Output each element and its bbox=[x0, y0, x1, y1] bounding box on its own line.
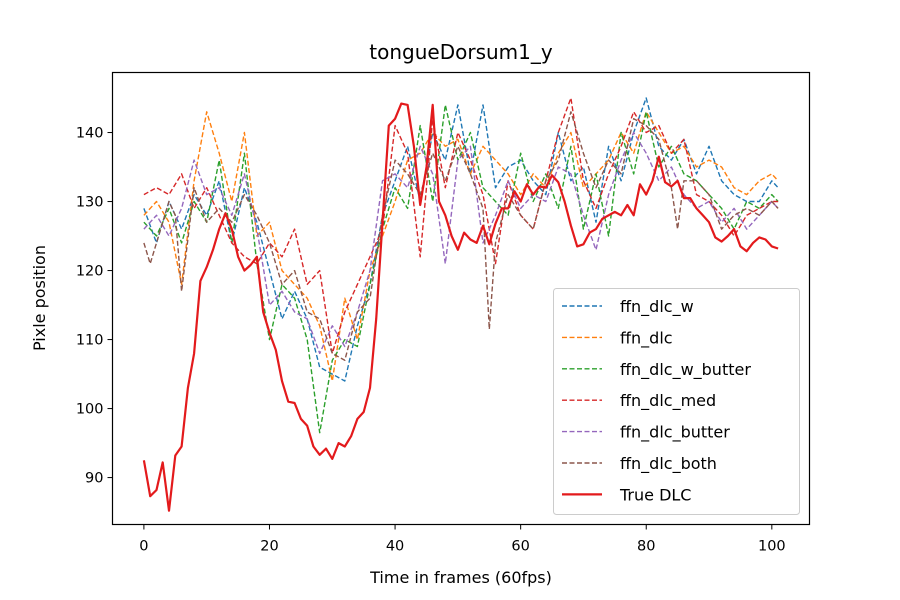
legend-label-4: ffn_dlc_butter bbox=[620, 423, 730, 443]
y-tick-label: 110 bbox=[76, 333, 104, 349]
legend: ffn_dlc_w ffn_dlc ffn_dlc_w_butter ffn_dlc_… bbox=[553, 288, 800, 515]
series-line-2 bbox=[143, 104, 779, 434]
x-tick-label: 100 bbox=[758, 539, 786, 555]
legend-label-3: ffn_dlc_med bbox=[620, 391, 716, 411]
y-tick-label: 140 bbox=[76, 126, 104, 142]
x-tick-label: 60 bbox=[511, 539, 529, 555]
series-line-5 bbox=[143, 111, 779, 361]
x-tick-label: 80 bbox=[637, 539, 655, 555]
y-axis-ticks: 90 100 110 120 130 140 bbox=[76, 126, 113, 487]
series-line-1 bbox=[143, 111, 779, 382]
legend-box bbox=[553, 288, 800, 515]
x-axis-label: Time in frames (60fps) bbox=[369, 568, 552, 587]
legend-label-1: ffn_dlc bbox=[620, 328, 673, 348]
series-line-6 bbox=[142, 102, 779, 512]
legend-label-0: ffn_dlc_w bbox=[620, 297, 694, 317]
legend-label-6: True DLC bbox=[619, 485, 691, 504]
series-lines bbox=[142, 97, 779, 512]
y-tick-label: 90 bbox=[85, 471, 103, 487]
x-tick-label: 20 bbox=[260, 539, 278, 555]
y-axis-label: Pixle position bbox=[30, 245, 49, 351]
legend-label-2: ffn_dlc_w_butter bbox=[620, 360, 751, 380]
plot-frame bbox=[111, 71, 811, 526]
series-line-3 bbox=[143, 97, 779, 355]
x-tick-label: 40 bbox=[386, 539, 404, 555]
legend-label-5: ffn_dlc_both bbox=[620, 454, 717, 474]
y-tick-label: 120 bbox=[76, 264, 104, 280]
chart-title: tongueDorsum1_y bbox=[369, 40, 553, 64]
y-tick-label: 130 bbox=[76, 195, 104, 211]
x-tick-label: 0 bbox=[139, 539, 148, 555]
y-tick-label: 100 bbox=[76, 402, 104, 418]
x-axis-ticks: 0 20 40 60 80 100 bbox=[139, 524, 786, 555]
